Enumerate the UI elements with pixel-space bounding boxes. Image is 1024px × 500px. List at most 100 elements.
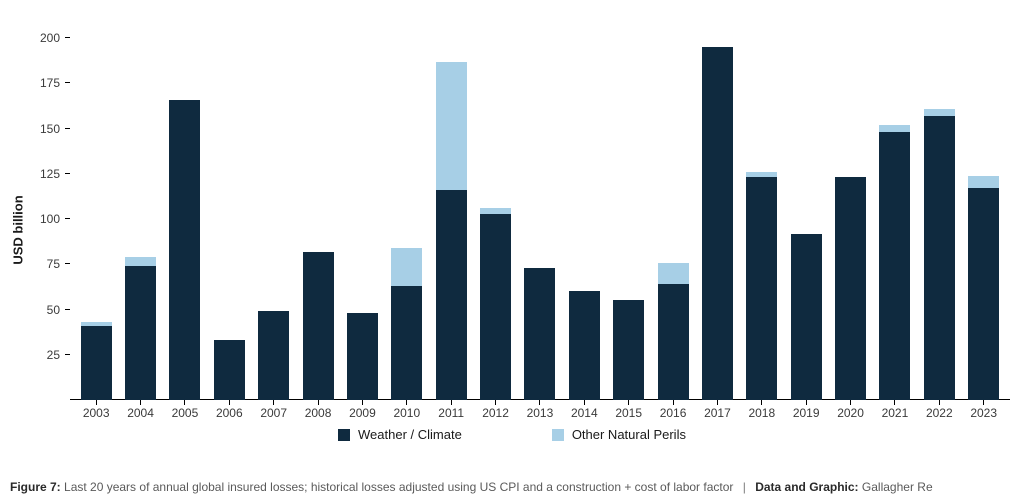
bar-stack: [169, 100, 200, 400]
bar-segment-weather_climate: [258, 311, 289, 400]
bar-stack: [436, 62, 467, 400]
legend-swatch-weather-climate: [338, 429, 350, 441]
y-tick-label: 100: [10, 212, 60, 226]
bar-slot: 2021: [873, 20, 917, 400]
bar-segment-weather_climate: [569, 291, 600, 400]
x-tick-mark: [96, 400, 97, 405]
bar-slot: 2020: [828, 20, 872, 400]
bar-slot: 2004: [118, 20, 162, 400]
bar-segment-weather_climate: [480, 214, 511, 400]
bar-slot: 2019: [784, 20, 828, 400]
x-tick-mark: [806, 400, 807, 405]
bar-segment-weather_climate: [791, 234, 822, 400]
bar-slot: 2006: [207, 20, 251, 400]
caption-source-label: Data and Graphic:: [755, 480, 858, 494]
x-tick-mark: [451, 400, 452, 405]
bar-segment-weather_climate: [214, 340, 245, 400]
caption-source-value: Gallagher Re: [862, 480, 933, 494]
bar-slot: 2012: [473, 20, 517, 400]
bar-slot: 2009: [340, 20, 384, 400]
bar-slot: 2018: [740, 20, 784, 400]
y-tick-label: 150: [10, 122, 60, 136]
x-tick-label: 2004: [127, 406, 154, 420]
x-tick-label: 2020: [837, 406, 864, 420]
bar-stack: [702, 47, 733, 400]
x-tick-mark: [850, 400, 851, 405]
bar-stack: [347, 313, 378, 400]
x-tick-mark: [406, 400, 407, 405]
caption-text: Last 20 years of annual global insured l…: [64, 480, 733, 494]
x-tick-label: 2022: [926, 406, 953, 420]
bar-segment-other_natural: [924, 109, 955, 116]
x-tick-label: 2023: [970, 406, 997, 420]
bar-segment-other_natural: [879, 125, 910, 132]
bar-segment-weather_climate: [835, 177, 866, 400]
plot-area: 255075100125150175200 200320042005200620…: [70, 20, 1010, 400]
legend-label-weather-climate: Weather / Climate: [358, 427, 462, 442]
x-tick-label: 2021: [882, 406, 909, 420]
x-tick-label: 2011: [438, 406, 464, 420]
bar-stack: [391, 248, 422, 400]
bar-stack: [924, 109, 955, 400]
x-tick-mark: [362, 400, 363, 405]
x-tick-mark: [184, 400, 185, 405]
bar-segment-weather_climate: [968, 188, 999, 400]
x-tick-mark: [894, 400, 895, 405]
bar-slot: 2015: [607, 20, 651, 400]
bar-slot: 2013: [518, 20, 562, 400]
bar-stack: [125, 257, 156, 400]
x-tick-mark: [717, 400, 718, 405]
x-tick-mark: [983, 400, 984, 405]
x-tick-label: 2016: [660, 406, 687, 420]
bar-stack: [303, 252, 334, 400]
legend-item-other-natural: Other Natural Perils: [552, 427, 686, 442]
x-tick-label: 2018: [748, 406, 775, 420]
bar-segment-weather_climate: [924, 116, 955, 400]
insured-losses-chart: USD billion 255075100125150175200 200320…: [0, 0, 1024, 460]
bar-stack: [791, 234, 822, 400]
bar-segment-weather_climate: [746, 177, 777, 400]
x-tick-label: 2003: [83, 406, 110, 420]
bar-stack: [569, 291, 600, 400]
bar-segment-weather_climate: [658, 284, 689, 400]
bar-segment-other_natural: [125, 257, 156, 266]
bar-slot: 2005: [163, 20, 207, 400]
bar-stack: [658, 263, 689, 401]
x-tick-label: 2019: [793, 406, 820, 420]
x-tick-mark: [584, 400, 585, 405]
x-tick-label: 2010: [393, 406, 420, 420]
bar-segment-weather_climate: [879, 132, 910, 400]
x-tick-mark: [495, 400, 496, 405]
y-tick-label: 200: [10, 31, 60, 45]
caption-separator: |: [743, 480, 746, 494]
x-tick-mark: [273, 400, 274, 405]
bar-stack: [968, 176, 999, 400]
bar-segment-weather_climate: [347, 313, 378, 400]
bar-stack: [214, 340, 245, 400]
y-tick-label: 50: [10, 303, 60, 317]
x-tick-label: 2014: [571, 406, 598, 420]
legend-swatch-other-natural: [552, 429, 564, 441]
bar-segment-other_natural: [391, 248, 422, 286]
legend-item-weather-climate: Weather / Climate: [338, 427, 462, 442]
x-tick-label: 2008: [305, 406, 332, 420]
x-tick-label: 2005: [172, 406, 199, 420]
bar-slot: 2007: [252, 20, 296, 400]
bar-slot: 2016: [651, 20, 695, 400]
bar-segment-weather_climate: [169, 100, 200, 400]
x-tick-mark: [939, 400, 940, 405]
bar-stack: [879, 125, 910, 400]
bar-stack: [258, 311, 289, 400]
y-tick-label: 75: [10, 257, 60, 271]
bar-segment-other_natural: [436, 62, 467, 190]
y-tick-label: 175: [10, 76, 60, 90]
figure-caption: Figure 7: Last 20 years of annual global…: [10, 480, 1014, 496]
bar-stack: [524, 268, 555, 400]
bar-stack: [746, 172, 777, 400]
bar-slot: 2008: [296, 20, 340, 400]
bar-segment-other_natural: [658, 263, 689, 285]
bar-segment-weather_climate: [81, 326, 112, 400]
bar-segment-weather_climate: [436, 190, 467, 400]
legend-label-other-natural: Other Natural Perils: [572, 427, 686, 442]
bar-slot: 2003: [74, 20, 118, 400]
